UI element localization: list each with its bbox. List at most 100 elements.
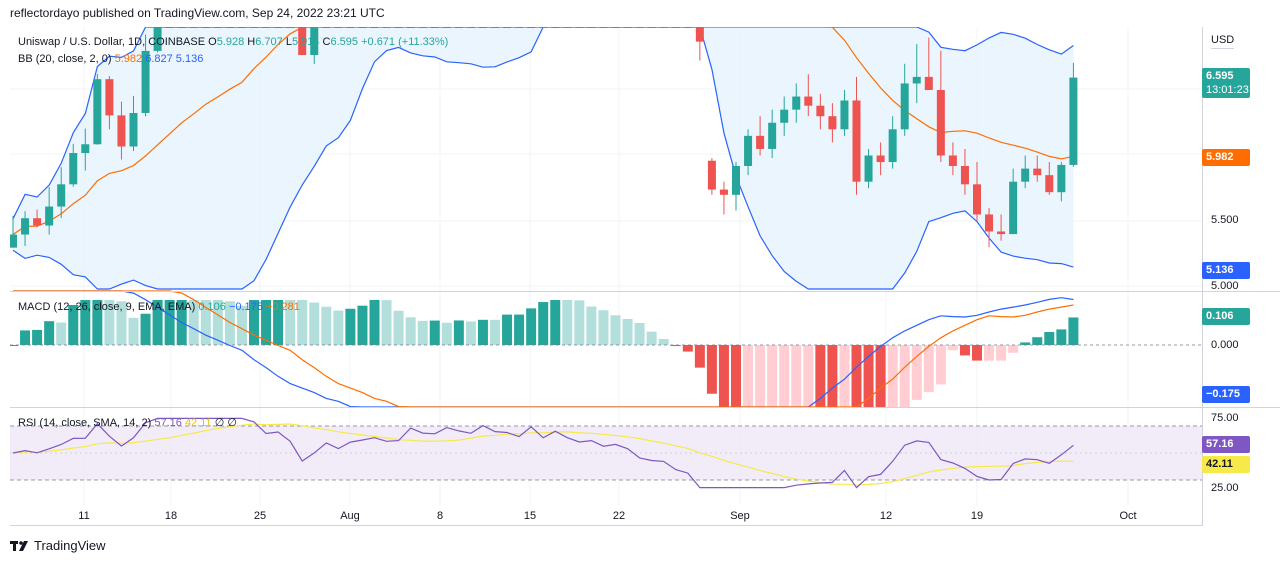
candle-body — [274, 27, 283, 28]
x-axis-label: 18 — [165, 510, 177, 522]
rsi-div1: ∅ — [214, 417, 225, 429]
rsi-div2: ∅ — [227, 417, 237, 429]
pane-divider-rsi[interactable] — [10, 407, 1280, 408]
macd-histogram-bar — [646, 331, 657, 345]
pane-divider-macd[interactable] — [10, 291, 1280, 292]
candle-body — [310, 27, 319, 55]
candle-body — [515, 27, 524, 28]
x-axis-label: 25 — [254, 510, 266, 522]
candle-body — [792, 96, 801, 110]
macd-histogram-bar — [357, 305, 368, 345]
chart-area[interactable]: 11 18 25 Aug 8 15 22 Sep 12 19 Oct — [8, 26, 1203, 526]
candle-body — [129, 112, 138, 147]
macd-histogram-bar — [502, 314, 513, 345]
candle-body — [1009, 181, 1018, 235]
candle-body — [394, 27, 403, 28]
macd-hist-value: 0.106 — [198, 301, 226, 313]
rsi-badge: 57.16 — [1202, 436, 1250, 453]
high-label: H — [247, 36, 256, 48]
candle-body — [466, 27, 475, 28]
macd-histogram-bar — [911, 345, 922, 400]
last-price-value: 6.595 — [1206, 70, 1234, 82]
candle-body — [69, 153, 78, 185]
tradingview-logo-icon — [10, 540, 28, 551]
macd-histogram-bar — [273, 300, 284, 345]
macd-histogram-bar — [309, 302, 320, 345]
macd-histogram-bar — [1056, 329, 1067, 345]
macd-histogram-bar — [80, 300, 91, 345]
candle-body — [816, 105, 825, 117]
candle-body — [503, 27, 512, 28]
macd-histogram-bar — [670, 345, 681, 347]
macd-histogram-bar — [297, 300, 308, 345]
candle-body — [21, 218, 30, 235]
candle-body — [924, 76, 933, 90]
candle-body — [1045, 175, 1054, 193]
macd-histogram-bar — [598, 310, 609, 345]
rsi-ma-badge: 42.11 — [1202, 456, 1250, 473]
candle-body — [948, 155, 957, 166]
candle-body — [491, 27, 499, 28]
macd-histogram-bar — [369, 300, 380, 345]
bb-title[interactable]: BB (20, close, 2, 0) — [18, 53, 112, 65]
candle-body — [960, 165, 969, 185]
rsi-title[interactable]: RSI (14, close, SMA, 14, 2) — [18, 417, 152, 429]
candle-body — [973, 184, 981, 215]
candle-body — [671, 27, 680, 28]
macd-histogram-bar — [574, 300, 585, 345]
candle-body — [418, 27, 427, 28]
chart-canvas[interactable]: 11 18 25 Aug 8 15 22 Sep 12 19 Oct — [8, 26, 1202, 525]
open-value: 5.928 — [216, 36, 245, 48]
candle-body — [322, 27, 331, 28]
candle-body — [334, 27, 343, 28]
macd-histogram-bar — [32, 329, 43, 345]
candle-body — [33, 218, 42, 226]
candle-body — [707, 160, 716, 190]
macd-signal-value: −0.281 — [265, 301, 300, 313]
macd-histogram-bar — [441, 322, 452, 345]
macd-histogram-bar — [923, 345, 934, 393]
candle-body — [695, 27, 704, 42]
macd-histogram-bar — [887, 345, 898, 407]
candle-body — [1069, 77, 1078, 165]
footer-brand[interactable]: TradingView — [10, 538, 106, 553]
bb-basis-badge: 5.982 — [1202, 149, 1250, 166]
macd-histogram-bar — [1032, 337, 1043, 345]
macd-histogram-bar — [622, 318, 633, 345]
macd-histogram-bar — [128, 317, 139, 345]
candle-body — [840, 100, 849, 130]
candle-body — [563, 27, 572, 28]
candle-body — [442, 27, 451, 28]
macd-histogram-bar — [104, 300, 115, 345]
macd-histogram-bar — [285, 300, 296, 345]
macd-histogram-bar — [417, 320, 428, 345]
candle-body — [804, 96, 813, 106]
candle-body — [888, 129, 897, 163]
macd-histogram-bar — [490, 319, 500, 345]
symbol-title[interactable]: Uniswap / U.S. Dollar, 1D, COINBASE — [18, 36, 206, 48]
macd-histogram-bar — [140, 313, 151, 345]
candle-body — [262, 27, 271, 28]
low-value: 5.914 — [291, 36, 320, 48]
x-axis-label: Sep — [730, 510, 750, 522]
rsi-legend: RSI (14, close, SMA, 14, 2) 57.16 42.11 … — [18, 416, 237, 429]
candle-body — [997, 231, 1006, 235]
macd-title[interactable]: MACD (12, 26, close, 9, EMA, EMA) — [18, 301, 196, 313]
change-value: +0.671 (+11.33%) — [361, 36, 449, 48]
macd-histogram-bar — [56, 322, 67, 345]
currency-label[interactable]: USD — [1211, 34, 1235, 49]
publisher-header: reflectordayo published on TradingView.c… — [10, 6, 385, 20]
rsi-level-75: 75.00 — [1211, 412, 1239, 424]
macd-zero-level: 0.000 — [1211, 339, 1239, 351]
macd-histogram-bar — [92, 300, 103, 345]
macd-histogram-bar — [405, 317, 416, 345]
candle-body — [852, 100, 861, 182]
macd-histogram-bar — [658, 339, 669, 345]
candle-body — [635, 27, 644, 28]
macd-histogram-bar — [68, 304, 79, 345]
macd-histogram-bar — [682, 345, 693, 352]
candle-body — [587, 27, 596, 28]
x-axis-label: 11 — [78, 510, 89, 522]
price-level-5500: 5.500 — [1211, 214, 1239, 226]
main-legend: Uniswap / U.S. Dollar, 1D, COINBASE O5.9… — [18, 36, 448, 48]
